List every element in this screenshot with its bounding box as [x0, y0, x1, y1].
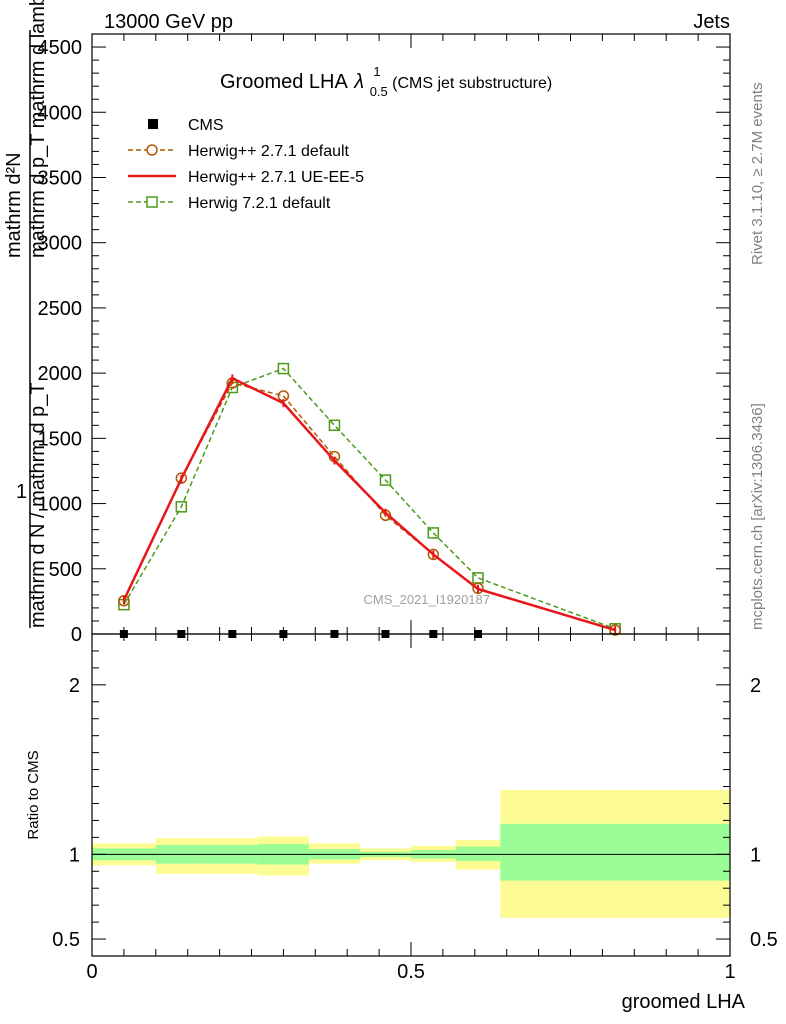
ratio-y-tick-label-right: 0.5 — [750, 929, 778, 951]
legend-entry: Herwig++ 2.7.1 default — [128, 143, 350, 160]
main-y-tick-label: 1500 — [38, 428, 83, 450]
ylabel-prefix-one: 1 — [16, 481, 27, 503]
ratio-y-tick-label-right: 1 — [750, 844, 761, 866]
chart-title-text: Groomed LHA — [220, 71, 348, 93]
main-y-tick-label: 3500 — [38, 167, 83, 189]
main-y-tick-label: 3000 — [38, 233, 83, 255]
main-panel: CMS_2021_I1920187 0 500 1000 1500 2000 2500 30… — [3, 0, 731, 646]
series-point — [175, 472, 188, 484]
legend-label: CMS — [188, 117, 224, 134]
chart-title-suffix: (CMS jet substructure) — [392, 75, 552, 92]
legend-entry: CMS — [148, 117, 224, 134]
series-point — [427, 548, 440, 561]
rivet-label: Rivet 3.1.10, ≥ 2.7M events — [749, 83, 766, 266]
main-y-tick-label: 4500 — [38, 37, 83, 59]
ylabel-fraction-denominator: mathrm d p_T mathrm d lambda — [27, 0, 49, 258]
ratio-y-tick-label: 1 — [69, 844, 80, 866]
chart-title-subscript: 0.5 — [370, 84, 388, 99]
analysis-watermark: CMS_2021_I1920187 — [364, 592, 491, 607]
chart-title: Groomed LHA λ 0.5 1 (CMS jet substructur… — [220, 59, 552, 101]
ratio-panel: 0.5 0.5 1 1 2 2 0 0.5 1 Ratio to CMS groomed LHA — [25, 633, 778, 1013]
legend-label: Herwig 7.2.1 default — [188, 195, 331, 212]
main-y-tick-label: 2500 — [38, 298, 83, 320]
x-tick-label: 1 — [724, 961, 735, 983]
ylabel-fraction-numerator: mathrm d²N — [3, 152, 25, 258]
main-y-tick-label: 0 — [71, 624, 82, 646]
main-y-tick-label: 2000 — [38, 363, 83, 385]
ratio-y-axis-label: Ratio to CMS — [25, 750, 42, 839]
ratio-y-tick-label: 0.5 — [52, 929, 80, 951]
main-y-tick-label: 4000 — [38, 102, 83, 124]
legend-label: Herwig++ 2.7.1 default — [188, 143, 350, 160]
series-point — [118, 594, 130, 607]
x-tick-label: 0.5 — [397, 961, 425, 983]
series-point — [472, 572, 484, 584]
series-line — [123, 367, 616, 630]
series-point — [609, 624, 621, 636]
chart-title-symbol: λ — [353, 71, 364, 93]
legend-entry: Herwig++ 2.7.1 UE-EE-5 — [128, 169, 364, 186]
series-point — [427, 527, 440, 539]
energy-label: 13000 GeV pp — [104, 11, 233, 33]
series-point — [328, 419, 341, 432]
main-y-tick-label: 500 — [49, 559, 82, 581]
chart-title-superscript: 1 — [373, 64, 380, 79]
main-y-tick-label: 1000 — [38, 494, 83, 516]
legend-entry: Herwig 7.2.1 default — [128, 195, 331, 212]
legend: CMS Herwig++ 2.7.1 default Herwig++ 2.7.1 … — [128, 117, 364, 212]
ratio-y-tick-label-right: 2 — [750, 675, 761, 697]
legend-marker — [148, 119, 158, 129]
series-point — [277, 362, 290, 375]
series-point — [472, 582, 484, 595]
legend-label: Herwig++ 2.7.1 UE-EE-5 — [188, 169, 364, 186]
series-point — [175, 501, 188, 513]
ratio-y-tick-label: 2 — [69, 675, 80, 697]
mcplots-label: mcplots.cern.ch [arXiv:1306.3436] — [749, 403, 766, 630]
legend-marker — [146, 144, 158, 156]
series-herwig-2-7-1-ue-ee-5 — [122, 374, 617, 635]
process-label: Jets — [693, 11, 730, 33]
x-tick-label: 0 — [86, 961, 97, 983]
ylabel-prefix-denominator: mathrm d N / mathrm d p_T — [27, 382, 49, 628]
ratio-band-inner — [500, 823, 730, 881]
x-axis-label: groomed LHA — [622, 991, 746, 1013]
legend-marker — [146, 196, 158, 208]
series-point — [379, 474, 392, 486]
main-y-axis-label: mathrm d²N mathrm d p_T mathrm d lambda … — [3, 0, 49, 628]
